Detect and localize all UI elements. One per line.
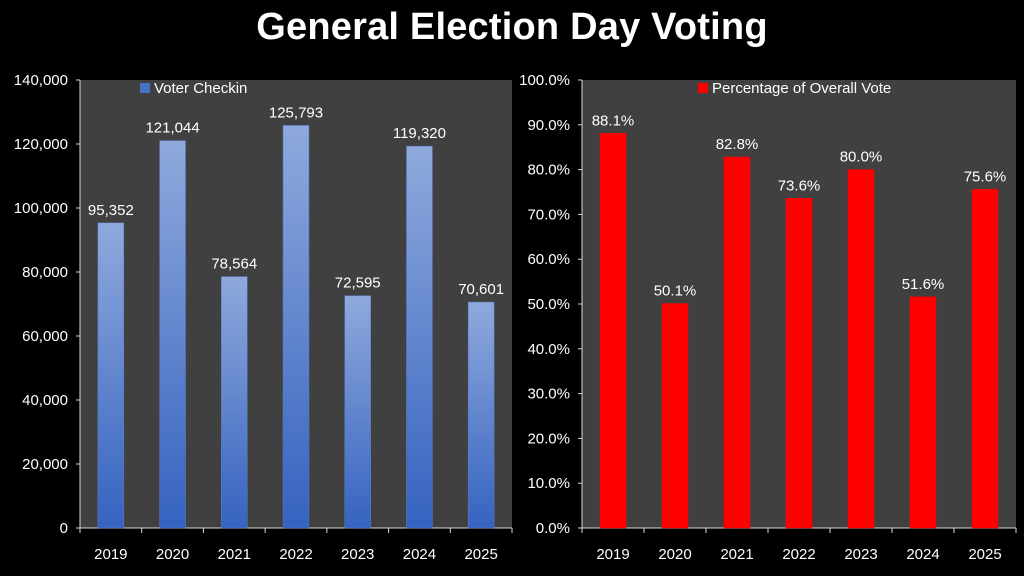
x-tick-label: 2023 <box>341 546 374 563</box>
bar <box>971 189 999 529</box>
x-tick-label: 2025 <box>464 546 497 563</box>
y-tick-label: 0 <box>60 520 68 537</box>
x-tick-label: 2022 <box>782 546 815 563</box>
y-tick-label: 120,000 <box>14 136 68 153</box>
y-tick-label: 60,000 <box>22 328 68 345</box>
data-label: 73.6% <box>778 177 821 194</box>
x-tick-label: 2021 <box>218 546 251 563</box>
y-tick-label: 90.0% <box>527 117 570 134</box>
bar <box>661 303 689 529</box>
data-label: 50.1% <box>654 283 697 300</box>
bar <box>599 133 627 529</box>
voter-checkin-chart: 0 20,000 40,000 60,000 80,000 100,000 120,000 1… <box>14 72 513 563</box>
x-tick-label: 2020 <box>156 546 189 563</box>
y-tick-label: 30.0% <box>527 386 570 403</box>
data-label: 51.6% <box>902 276 945 293</box>
y-tick-label: 10.0% <box>527 475 570 492</box>
data-label: 82.8% <box>716 136 759 153</box>
x-tick-label: 2019 <box>94 546 127 563</box>
data-label: 75.6% <box>964 168 1007 185</box>
y-tick-label: 20,000 <box>22 456 68 473</box>
data-label: 88.1% <box>592 112 635 129</box>
bar <box>467 301 495 529</box>
y-tick-label: 80.0% <box>527 162 570 179</box>
bar <box>785 198 813 529</box>
data-label: 72,595 <box>335 275 381 292</box>
legend-swatch <box>698 83 708 93</box>
y-tick-label: 0.0% <box>536 520 570 537</box>
y-tick-label: 60.0% <box>527 251 570 268</box>
bar <box>909 296 937 529</box>
bar <box>723 156 751 529</box>
data-label: 125,793 <box>269 104 323 121</box>
percentage-overall-vote-chart: 0.0% 10.0% 20.0% 30.0% 40.0% 50.0% 60.0% 70.0% 8… <box>519 72 1017 563</box>
x-tick-label: 2025 <box>968 546 1001 563</box>
data-label: 95,352 <box>88 202 134 219</box>
y-tick-label: 70.0% <box>527 206 570 223</box>
bar <box>221 276 248 529</box>
legend-swatch <box>140 83 150 93</box>
x-tick-label: 2020 <box>658 546 691 563</box>
y-tick-label: 40.0% <box>527 341 570 358</box>
y-tick-label: 20.0% <box>527 430 570 447</box>
x-tick-label: 2024 <box>906 546 939 563</box>
bar <box>406 145 433 529</box>
data-label: 78,564 <box>211 256 257 273</box>
legend-label: Voter Checkin <box>154 80 247 97</box>
y-tick-label: 40,000 <box>22 392 68 409</box>
y-tick-label: 100,000 <box>14 200 68 217</box>
y-tick-label: 140,000 <box>14 72 68 89</box>
bar <box>97 222 125 529</box>
x-tick-label: 2019 <box>596 546 629 563</box>
data-label: 121,044 <box>145 120 199 137</box>
legend-label: Percentage of Overall Vote <box>712 80 891 97</box>
data-label: 70,601 <box>458 281 504 298</box>
data-label: 80.0% <box>840 149 883 166</box>
bar <box>159 140 186 529</box>
bar <box>847 169 875 529</box>
bar <box>282 125 310 529</box>
y-tick-label: 80,000 <box>22 264 68 281</box>
y-tick-label: 100.0% <box>519 72 570 89</box>
y-tick-label: 50.0% <box>527 296 570 313</box>
page-title: General Election Day Voting <box>256 6 768 48</box>
x-tick-label: 2024 <box>403 546 436 563</box>
x-tick-label: 2023 <box>844 546 877 563</box>
x-tick-label: 2022 <box>279 546 312 563</box>
data-label: 119,320 <box>393 125 446 142</box>
x-tick-label: 2021 <box>720 546 753 563</box>
bar <box>344 295 371 529</box>
